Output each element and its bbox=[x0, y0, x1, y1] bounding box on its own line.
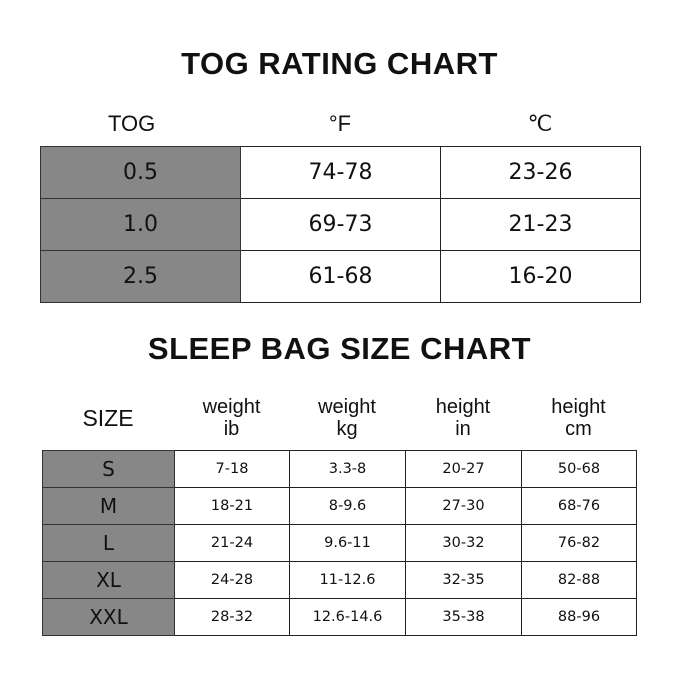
size-cell: 68-76 bbox=[521, 487, 637, 525]
size-cell: 21-24 bbox=[174, 524, 290, 562]
size-row: XXL 28-32 12.6-14.6 35-38 88-96 bbox=[42, 598, 637, 636]
tog-row: 1.0 69-73 21-23 bbox=[40, 198, 641, 251]
size-cell: 20-27 bbox=[405, 450, 522, 488]
size-row: XL 24-28 11-12.6 32-35 82-88 bbox=[42, 561, 637, 599]
fahrenheit-range: 69-73 bbox=[240, 198, 441, 251]
size-cell: 82-88 bbox=[521, 561, 637, 599]
header-line2: ib bbox=[223, 418, 240, 440]
size-row: S 7-18 3.3-8 20-27 50-68 bbox=[42, 450, 637, 488]
size-cell: 7-18 bbox=[174, 450, 290, 488]
size-table: S 7-18 3.3-8 20-27 50-68 M 18-21 8-9.6 27-30 68-7… bbox=[42, 450, 637, 636]
size-label: M bbox=[42, 487, 175, 525]
size-cell: 32-35 bbox=[405, 561, 522, 599]
celsius-range: 21-23 bbox=[440, 198, 641, 251]
size-cell: 18-21 bbox=[174, 487, 290, 525]
size-cell: 9.6-11 bbox=[289, 524, 406, 562]
size-label: S bbox=[42, 450, 175, 488]
tog-value: 2.5 bbox=[40, 250, 241, 303]
header-fahrenheit: °F bbox=[328, 111, 352, 136]
size-header-1: weight ib bbox=[174, 392, 289, 444]
header-line1: SIZE bbox=[82, 405, 134, 431]
header-line2: kg bbox=[336, 418, 358, 440]
tog-value: 0.5 bbox=[40, 146, 241, 199]
header-celsius: ℃ bbox=[527, 111, 553, 136]
size-label: XL bbox=[42, 561, 175, 599]
size-cell: 35-38 bbox=[405, 598, 522, 636]
size-cell: 50-68 bbox=[521, 450, 637, 488]
header-tog: TOG bbox=[108, 111, 156, 136]
celsius-range: 23-26 bbox=[440, 146, 641, 199]
header-line1: weight bbox=[318, 396, 376, 418]
header-line2: cm bbox=[565, 418, 592, 440]
header-line2: in bbox=[455, 418, 471, 440]
size-cell: 8-9.6 bbox=[289, 487, 406, 525]
size-cell: 3.3-8 bbox=[289, 450, 406, 488]
size-cell: 30-32 bbox=[405, 524, 522, 562]
tog-chart-title: TOG RATING CHART bbox=[181, 46, 498, 81]
size-cell: 11-12.6 bbox=[289, 561, 406, 599]
size-cell: 24-28 bbox=[174, 561, 290, 599]
size-row: L 21-24 9.6-11 30-32 76-82 bbox=[42, 524, 637, 562]
size-header-0: SIZE bbox=[42, 392, 174, 444]
header-line1: height bbox=[435, 396, 491, 418]
size-header-2: weight kg bbox=[289, 392, 405, 444]
size-cell: 76-82 bbox=[521, 524, 637, 562]
size-cell: 88-96 bbox=[521, 598, 637, 636]
size-cell: 28-32 bbox=[174, 598, 290, 636]
tog-chart-header: TOG °F ℃ bbox=[40, 106, 640, 142]
tog-value: 1.0 bbox=[40, 198, 241, 251]
size-chart-header: SIZE weight ib weight kg height in height cm bbox=[42, 392, 636, 444]
fahrenheit-range: 61-68 bbox=[240, 250, 441, 303]
size-cell: 12.6-14.6 bbox=[289, 598, 406, 636]
header-line1: weight bbox=[202, 396, 261, 418]
tog-rating-table: 0.5 74-78 23-26 1.0 69-73 21-23 2.5 61-68 16-20 bbox=[40, 146, 641, 303]
size-cell: 27-30 bbox=[405, 487, 522, 525]
celsius-range: 16-20 bbox=[440, 250, 641, 303]
size-header-3: height in bbox=[405, 392, 521, 444]
size-label: XXL bbox=[42, 598, 175, 636]
size-row: M 18-21 8-9.6 27-30 68-76 bbox=[42, 487, 637, 525]
size-chart-title: SLEEP BAG SIZE CHART bbox=[147, 331, 532, 366]
size-label: L bbox=[42, 524, 175, 562]
tog-row: 0.5 74-78 23-26 bbox=[40, 146, 641, 199]
tog-row: 2.5 61-68 16-20 bbox=[40, 250, 641, 303]
header-line1: height bbox=[551, 396, 606, 418]
size-header-4: height cm bbox=[521, 392, 636, 444]
fahrenheit-range: 74-78 bbox=[240, 146, 441, 199]
